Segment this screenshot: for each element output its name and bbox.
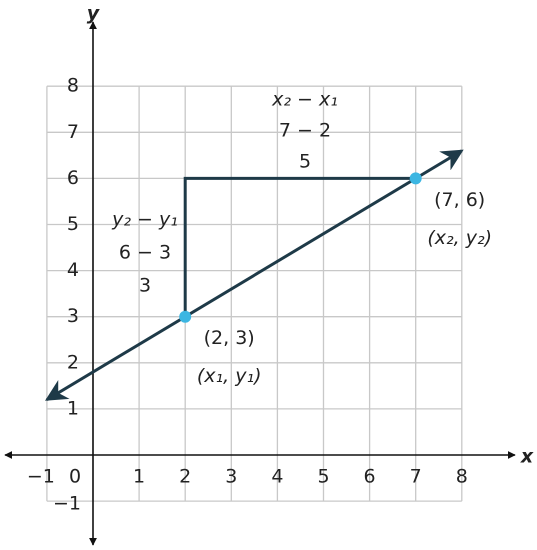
x-axis-label: x — [520, 446, 534, 468]
point — [409, 172, 422, 185]
x-tick-label: 0 — [69, 466, 81, 488]
point-symbol-label: (x₂, y₂) — [427, 227, 492, 249]
x-tick-label: 8 — [456, 466, 468, 488]
x-tick-label: 1 — [133, 466, 145, 488]
annotation: 5 — [299, 151, 311, 173]
point — [179, 310, 192, 323]
point-label: (7, 6) — [434, 189, 485, 211]
y-tick-label: −1 — [53, 493, 81, 515]
y-tick-label: 3 — [67, 305, 79, 327]
annotation: x₂ − x₁ — [271, 89, 338, 111]
y-tick-label: 1 — [67, 397, 79, 419]
y-tick-label: 2 — [67, 351, 79, 373]
y-axis-label: y — [87, 3, 101, 25]
point-label: (2, 3) — [204, 327, 255, 349]
annotation: y₂ − y₁ — [111, 209, 178, 231]
y-tick-label: 6 — [67, 167, 79, 189]
point-symbol-label: (x₁, y₁) — [197, 365, 262, 387]
annotation: 3 — [139, 275, 151, 297]
x-tick-label: 3 — [225, 466, 237, 488]
y-tick-label: 5 — [67, 213, 79, 235]
annotation: 6 − 3 — [119, 242, 171, 264]
y-tick-label: 4 — [67, 259, 79, 281]
annotation: 7 − 2 — [279, 120, 331, 142]
x-tick-label: 5 — [317, 466, 329, 488]
x-tick-label: −1 — [27, 466, 55, 488]
x-tick-label: 6 — [364, 466, 376, 488]
line — [45, 149, 464, 401]
y-tick-label: 8 — [67, 75, 79, 97]
y-tick-label: 7 — [67, 121, 79, 143]
x-tick-label: 7 — [410, 466, 422, 488]
x-tick-label: 4 — [271, 466, 283, 488]
x-tick-label: 2 — [179, 466, 191, 488]
